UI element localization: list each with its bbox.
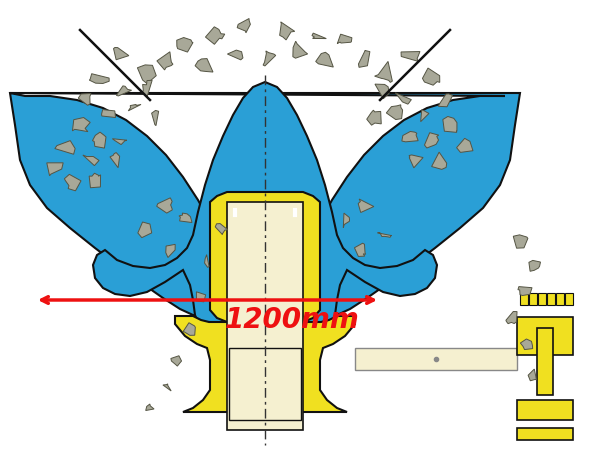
Polygon shape xyxy=(10,93,520,318)
Polygon shape xyxy=(83,155,99,166)
Bar xyxy=(520,293,528,305)
Polygon shape xyxy=(367,110,381,125)
Polygon shape xyxy=(421,110,429,122)
Polygon shape xyxy=(424,133,439,148)
Polygon shape xyxy=(175,316,355,412)
Bar xyxy=(529,293,537,305)
Polygon shape xyxy=(422,68,440,85)
Polygon shape xyxy=(166,244,175,257)
Polygon shape xyxy=(293,41,308,58)
Polygon shape xyxy=(157,52,173,70)
Polygon shape xyxy=(146,404,154,410)
Polygon shape xyxy=(395,93,412,104)
Polygon shape xyxy=(89,173,101,188)
Polygon shape xyxy=(401,52,420,61)
Polygon shape xyxy=(64,174,81,191)
Polygon shape xyxy=(55,140,75,154)
Bar xyxy=(355,348,517,370)
Polygon shape xyxy=(337,34,352,44)
Polygon shape xyxy=(142,80,152,97)
Polygon shape xyxy=(409,155,423,168)
Polygon shape xyxy=(128,104,141,111)
Polygon shape xyxy=(177,37,193,52)
Polygon shape xyxy=(93,82,437,324)
Polygon shape xyxy=(375,84,389,99)
Bar xyxy=(517,317,573,355)
Polygon shape xyxy=(377,233,392,237)
Polygon shape xyxy=(518,287,532,296)
Polygon shape xyxy=(196,292,206,302)
Polygon shape xyxy=(78,94,91,105)
Polygon shape xyxy=(358,50,370,68)
Polygon shape xyxy=(443,117,457,132)
Polygon shape xyxy=(506,311,517,324)
Polygon shape xyxy=(183,323,196,335)
Polygon shape xyxy=(263,51,276,66)
Polygon shape xyxy=(457,138,473,153)
Polygon shape xyxy=(171,356,182,366)
Bar xyxy=(227,202,303,430)
Bar xyxy=(537,328,553,395)
Polygon shape xyxy=(47,163,63,176)
Polygon shape xyxy=(138,222,152,238)
Bar xyxy=(556,293,564,305)
Polygon shape xyxy=(195,58,213,72)
Bar xyxy=(547,293,555,305)
Polygon shape xyxy=(312,33,326,39)
Polygon shape xyxy=(280,22,295,40)
Polygon shape xyxy=(528,369,536,381)
Polygon shape xyxy=(179,213,192,223)
Polygon shape xyxy=(205,27,225,44)
Polygon shape xyxy=(374,61,392,82)
Bar xyxy=(565,293,573,305)
Bar xyxy=(229,348,301,420)
Polygon shape xyxy=(89,74,109,83)
Polygon shape xyxy=(520,339,533,350)
Polygon shape xyxy=(386,105,403,120)
Polygon shape xyxy=(92,132,106,148)
Polygon shape xyxy=(110,153,119,168)
Polygon shape xyxy=(113,47,129,60)
Polygon shape xyxy=(215,224,228,234)
Polygon shape xyxy=(210,192,320,322)
Polygon shape xyxy=(355,243,365,256)
Polygon shape xyxy=(529,261,541,271)
Polygon shape xyxy=(358,199,374,212)
Polygon shape xyxy=(205,255,209,267)
Bar xyxy=(538,293,546,305)
Polygon shape xyxy=(157,198,172,213)
Bar xyxy=(517,400,573,420)
Polygon shape xyxy=(402,131,418,142)
Polygon shape xyxy=(101,110,116,117)
Bar xyxy=(517,428,573,440)
Polygon shape xyxy=(431,152,447,169)
Polygon shape xyxy=(316,52,334,67)
Text: 1200mm: 1200mm xyxy=(225,306,360,334)
Polygon shape xyxy=(227,50,243,60)
Polygon shape xyxy=(137,65,156,84)
Polygon shape xyxy=(237,18,250,33)
Polygon shape xyxy=(439,94,452,107)
Polygon shape xyxy=(112,139,127,144)
Polygon shape xyxy=(152,110,158,126)
Polygon shape xyxy=(116,86,131,96)
Polygon shape xyxy=(343,213,350,228)
Polygon shape xyxy=(73,117,90,132)
Polygon shape xyxy=(513,235,528,248)
Polygon shape xyxy=(163,384,171,391)
